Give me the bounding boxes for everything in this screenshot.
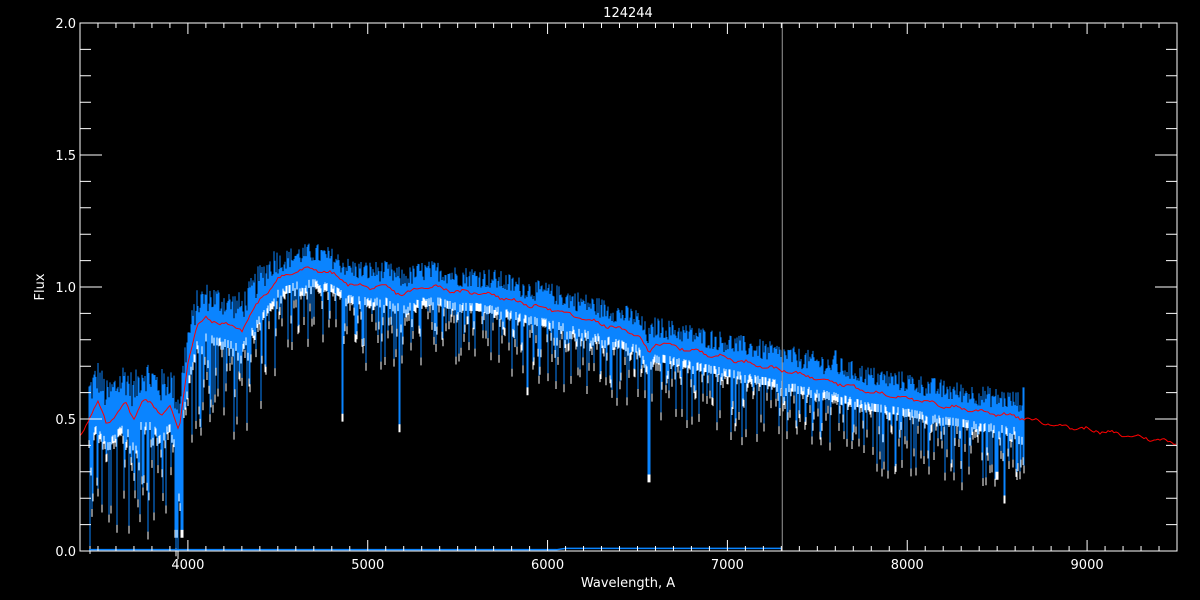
- x-tick-label: 6000: [531, 558, 564, 573]
- chart-title: 124244: [603, 6, 653, 21]
- model-spectrum: [79, 266, 1177, 446]
- x-tick-label: 9000: [1071, 558, 1104, 573]
- y-axis-label: Flux: [33, 273, 48, 300]
- y-tick-label: 1.0: [55, 281, 76, 296]
- x-axis-label: Wavelength, A: [581, 576, 675, 591]
- x-tick-label: 5000: [351, 558, 384, 573]
- data-layer: [79, 23, 1177, 560]
- y-tick-label: 1.5: [55, 149, 76, 164]
- x-tick-label: 4000: [171, 558, 204, 573]
- x-tick-label: 8000: [891, 558, 924, 573]
- tick-labels: 4000 5000 6000 7000 8000 9000 0.0 0.5 1.…: [55, 17, 1103, 573]
- x-tick-label: 7000: [711, 558, 744, 573]
- ticks: [80, 22, 1178, 552]
- y-tick-label: 2.0: [55, 17, 76, 32]
- error-spectrum: [88, 547, 782, 551]
- y-tick-label: 0.5: [55, 413, 76, 428]
- plot-frame: [79, 22, 1178, 552]
- y-tick-label: 0.0: [55, 545, 76, 560]
- observed-spectrum-blue: [88, 243, 1025, 552]
- axis-ticks: [80, 22, 1178, 552]
